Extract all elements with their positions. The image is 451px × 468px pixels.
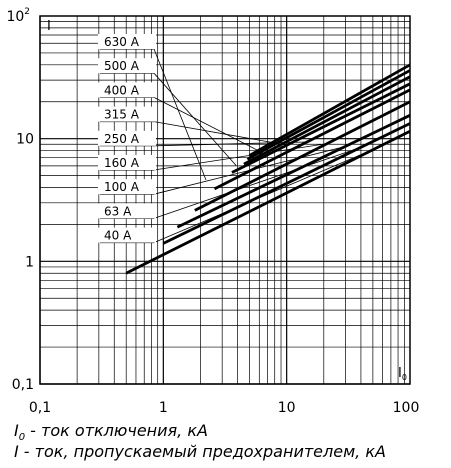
series-labels: 630 A 500 A 400 A 315 A 250 A 160 A 100 A 63 A 4… (98, 34, 156, 243)
series-label-bg (98, 58, 156, 74)
x-corner-subscript: 0 (402, 373, 407, 382)
series-line-40a (125, 129, 411, 275)
series-line-250a (213, 88, 411, 191)
series-label-bg (98, 155, 156, 170)
y-tick-labels: 102 10 1 0,1 (6, 7, 34, 393)
series-line-63a (162, 122, 411, 245)
x-tick-label: 0,1 (29, 400, 51, 416)
series-label: 63 A (104, 204, 132, 218)
x-tick-label: 10 (278, 400, 296, 416)
series-label-leader (153, 141, 308, 147)
series-label-bg (98, 82, 156, 98)
series-label: 500 A (104, 59, 140, 73)
series-label-leader (153, 72, 237, 166)
series-label: 40 A (104, 229, 132, 243)
series-label: 100 A (104, 180, 140, 194)
series-label-leader (153, 143, 328, 171)
series-line-500a (246, 69, 411, 161)
x-tick-labels: 0,1 1 10 100 (29, 400, 420, 416)
series-label: 250 A (104, 132, 140, 146)
series-label-leader (153, 146, 362, 219)
caption-let-through-current: I - ток, пропускаемый предохранителем, к… (14, 442, 386, 461)
series-label: 315 A (104, 108, 140, 122)
series-label-bg (98, 130, 156, 146)
series-label-leader (153, 48, 207, 181)
series-line-400a (243, 75, 411, 166)
series-lines (125, 63, 411, 275)
series-label-bg (98, 203, 156, 219)
caption-1-text: - ток отключения, кА (25, 421, 208, 440)
caption-1-subscript: 0 (18, 432, 26, 443)
y-tick-label: 102 (6, 7, 30, 25)
y-tick-label: 10 (16, 132, 34, 148)
series-label-leader (153, 121, 288, 146)
y-tick-exponent: 2 (24, 7, 30, 17)
series-label-bg (98, 179, 156, 195)
plot-frame (39, 15, 411, 385)
x-tick-label: 1 (159, 400, 168, 416)
series-label-bg (98, 227, 156, 243)
series-label-bg (98, 106, 156, 122)
plot-background (40, 16, 410, 384)
y-axis-corner-label: I (47, 19, 51, 34)
series-label: 630 A (104, 35, 140, 49)
caption-2-symbol: I (14, 442, 19, 461)
series-label: 160 A (104, 156, 140, 170)
x-axis-corner-label: I0 (398, 366, 407, 382)
y-tick-label: 1 (25, 254, 34, 270)
series-label: 400 A (104, 83, 140, 97)
series-label-bg (98, 34, 156, 49)
series-line-100a (176, 114, 411, 229)
caption-1-symbol: I (14, 421, 19, 440)
series-label-leader (153, 97, 265, 154)
x-tick-label: 100 (393, 400, 420, 416)
chart-svg: 630 A 500 A 400 A 315 A 250 A 160 A 100 A 63 A 4… (6, 7, 420, 416)
caption-2-text: - ток, пропускаемый предохранителем, кА (18, 442, 386, 461)
y-tick-label: 0,1 (12, 377, 34, 393)
series-line-315a (231, 82, 411, 174)
grid (39, 16, 410, 385)
series-line-630a (248, 63, 411, 157)
caption-breaking-current: I0 - ток отключения, кА (14, 421, 208, 447)
series-line-160a (194, 100, 411, 212)
